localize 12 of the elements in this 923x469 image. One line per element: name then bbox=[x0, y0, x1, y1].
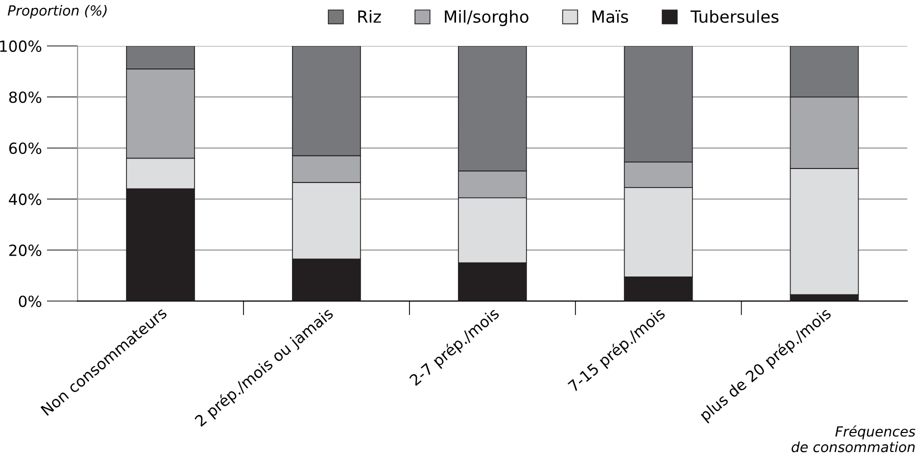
y-tick-label: 0% bbox=[18, 296, 42, 308]
legend-label: Mil/sorgho bbox=[444, 10, 528, 26]
legend-label: Tubersules bbox=[690, 10, 778, 23]
legend-label: Maïs bbox=[592, 10, 628, 23]
y-tick-label: 40% bbox=[8, 194, 42, 206]
y-axis-title: Proportion (%) bbox=[8, 5, 107, 18]
y-tick-label: 20% bbox=[9, 244, 42, 256]
y-tick-label: 80% bbox=[9, 91, 42, 104]
y-tick-label: 100% bbox=[0, 40, 42, 52]
legend-label: Riz bbox=[358, 10, 381, 23]
y-tick-label: 60% bbox=[9, 142, 42, 154]
x-axis-title: Fréquences de consommation bbox=[792, 425, 916, 452]
